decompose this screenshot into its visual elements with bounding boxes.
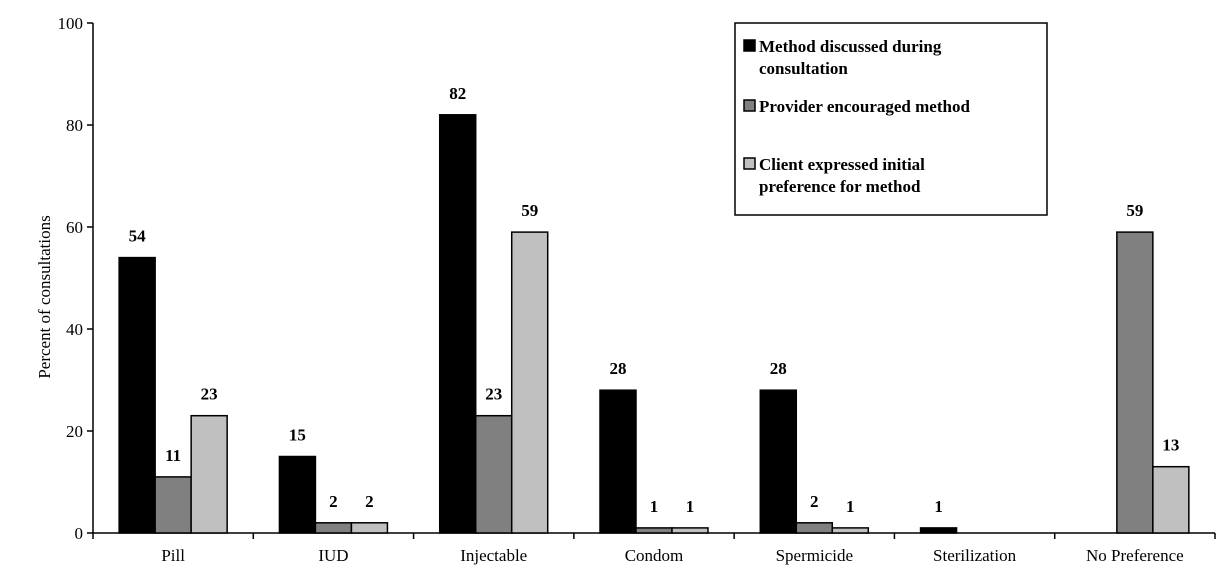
x-category-label: Spermicide [776, 546, 853, 565]
data-label: 1 [934, 497, 943, 516]
bar-no-preference-series-2 [1116, 231, 1154, 534]
data-label: 54 [129, 227, 147, 246]
bar-pill-series-1 [118, 256, 156, 534]
data-label: 1 [846, 497, 855, 516]
bar-injectable-series-2 [474, 414, 513, 534]
data-label: 28 [770, 359, 787, 378]
data-label: 2 [810, 492, 819, 511]
legend-entry-label: preference for method [759, 177, 921, 196]
y-tick-label: 60 [66, 218, 83, 237]
y-tick-label: 40 [66, 320, 83, 339]
x-category-label: No Preference [1086, 546, 1184, 565]
data-label: 82 [449, 84, 466, 103]
bar-spermicide-series-3 [831, 527, 870, 534]
bar-condom-series-3 [671, 527, 709, 534]
data-label: 59 [1126, 201, 1143, 220]
bar-condom-series-1 [599, 389, 637, 534]
data-label: 59 [521, 201, 538, 220]
y-tick-label: 100 [58, 14, 84, 33]
legend-swatch [743, 157, 756, 170]
x-category-label: Sterilization [933, 546, 1017, 565]
y-tick-label: 20 [66, 422, 83, 441]
bar-pill-series-3 [190, 414, 228, 534]
y-tick-label: 80 [66, 116, 83, 135]
bar-injectable-series-1 [438, 114, 477, 534]
y-axis-ticks: 0 20 40 60 80 100 [58, 14, 93, 543]
legend-box [734, 22, 1048, 216]
bar-condom-series-2 [635, 527, 673, 534]
bar-iud-series-3 [350, 522, 389, 534]
data-label: 23 [485, 385, 502, 404]
data-label: 23 [201, 385, 218, 404]
bar-spermicide-series-2 [795, 522, 834, 534]
bar-injectable-series-3 [510, 231, 549, 534]
bar-iud-series-2 [314, 522, 353, 534]
bars [118, 114, 1190, 534]
bar-iud-series-1 [278, 455, 317, 534]
legend-entry-label: consultation [759, 59, 848, 78]
legend-swatch [743, 39, 756, 52]
data-label: 13 [1162, 436, 1179, 455]
legend-entry-label: Method discussed during [759, 37, 942, 56]
y-tick-label: 0 [75, 524, 84, 543]
bar-spermicide-series-1 [759, 389, 798, 534]
legend-entry-label: Provider encouraged method [759, 97, 970, 116]
bar-sterilization-series-1 [919, 527, 958, 534]
x-category-label: Condom [625, 546, 684, 565]
bar-no-preference-series-3 [1152, 465, 1190, 534]
data-label: 15 [289, 426, 306, 445]
data-label: 28 [610, 359, 627, 378]
data-label: 1 [686, 497, 695, 516]
legend: Method discussed during consultation Provi… [734, 22, 1048, 216]
data-label: 2 [365, 492, 374, 511]
x-category-label: Pill [161, 546, 185, 565]
x-category-label: Injectable [460, 546, 527, 565]
y-axis-title: Percent of consultations [35, 215, 54, 378]
legend-swatch [743, 99, 756, 112]
data-label: 1 [650, 497, 659, 516]
legend-entry-label: Client expressed initial [759, 155, 925, 174]
x-category-label: IUD [318, 546, 348, 565]
data-label: 2 [329, 492, 338, 511]
x-axis-categories: Pill IUD Injectable Condom Spermicide Sterili… [161, 546, 1183, 565]
data-label: 11 [165, 446, 181, 465]
bar-pill-series-2 [154, 476, 192, 534]
